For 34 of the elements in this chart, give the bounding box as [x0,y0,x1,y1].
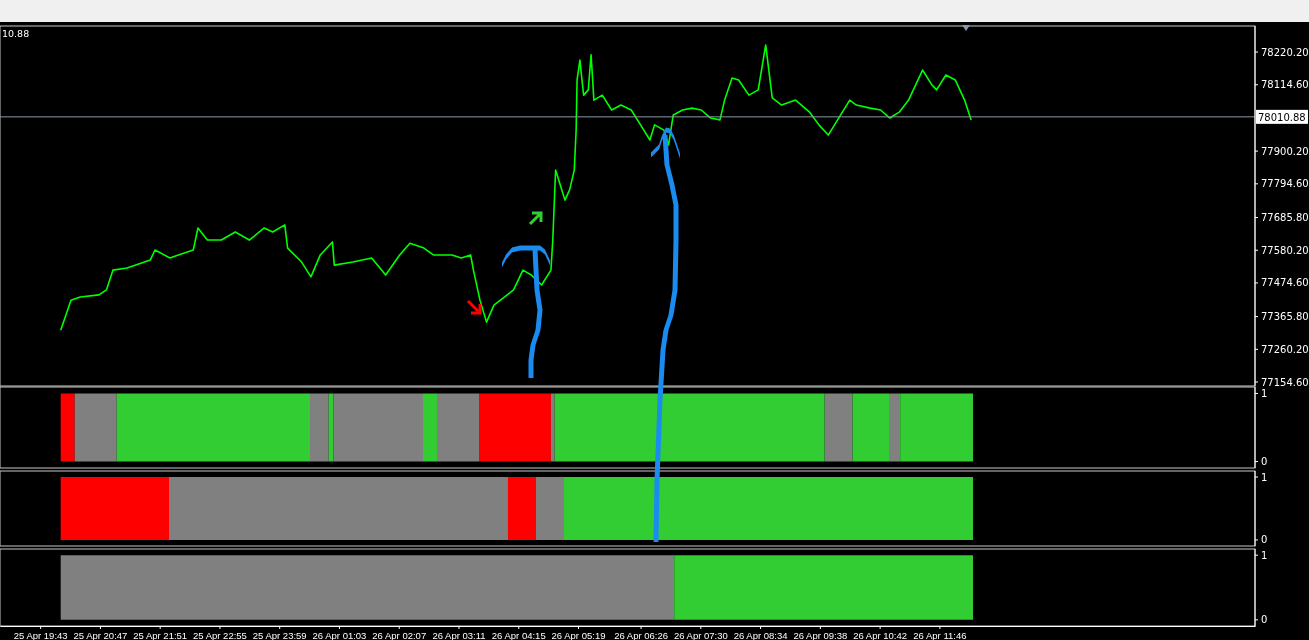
y-tick-label: 77260.20 [1261,343,1309,355]
y-tick-label: 0 [1261,534,1268,546]
ref-line-label: 78010.88 [1258,111,1306,123]
x-tick-label: 26 Apr 04:15 [491,629,546,640]
x-tick-label: 26 Apr 01:03 [312,629,367,640]
x-tick-label: 25 Apr 23:59 [252,629,307,640]
x-tick-label: 25 Apr 20:47 [73,629,128,640]
x-tick-label: 26 Apr 10:42 [853,629,908,640]
y-tick-label: 77794.60 [1261,178,1309,190]
x-tick-label: 26 Apr 08:34 [733,629,788,640]
x-tick-label: 25 Apr 19:43 [13,629,68,640]
y-tick-label: 77580.20 [1261,244,1309,256]
y-tick-label: 78220.20 [1261,46,1309,58]
x-tick-label: 26 Apr 09:38 [793,629,848,640]
x-tick-label: 26 Apr 05:19 [551,629,606,640]
x-tick-label: 26 Apr 03:11 [432,629,486,640]
y-tick-label: 1 [1261,387,1268,399]
y-tick-label: 78114.60 [1261,79,1309,91]
y-tick-label: 77685.80 [1261,212,1309,224]
annotation: 10.88 [2,28,30,39]
x-tick-label: 26 Apr 06:26 [614,629,669,640]
y-tick-label: 77900.20 [1261,145,1309,157]
y-tick-label: 77365.80 [1261,311,1309,323]
y-tick-label: 77474.60 [1261,277,1309,289]
x-tick-label: 26 Apr 07:30 [673,629,728,640]
y-tick-label: 0 [1261,614,1268,626]
y-tick-label: 77154.60 [1261,376,1309,388]
x-tick-label: 26 Apr 11:46 [913,629,967,640]
y-tick-label: 1 [1261,549,1268,561]
y-tick-label: 0 [1261,456,1268,468]
x-tick-label: 25 Apr 22:55 [192,629,247,640]
x-tick-label: 25 Apr 21:51 [133,629,188,640]
x-tick-label: 26 Apr 02:07 [372,629,427,640]
y-tick-label: 1 [1261,471,1268,483]
